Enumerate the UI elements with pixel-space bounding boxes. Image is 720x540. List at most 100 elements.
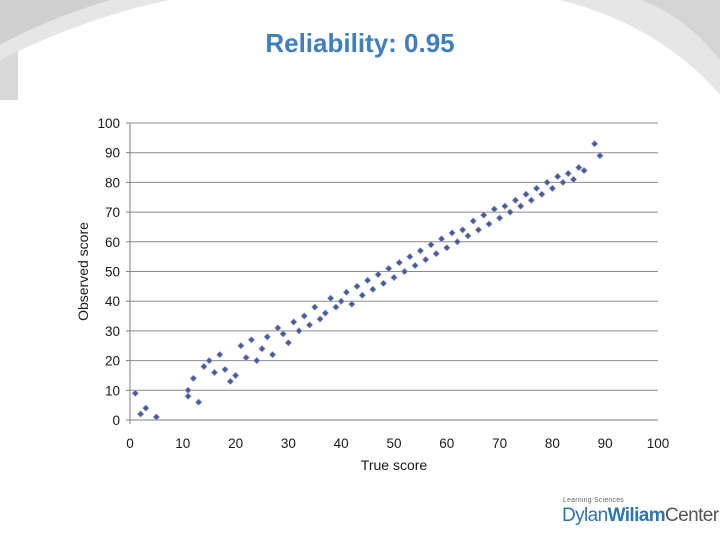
scatter-point — [501, 202, 509, 210]
scatter-point — [363, 276, 372, 285]
scatter-point — [200, 362, 208, 371]
y-tick-label: 50 — [105, 265, 120, 280]
scatter-point — [511, 196, 520, 204]
logo-word-center: Center — [665, 505, 719, 526]
scatter-point — [422, 255, 430, 264]
scatter-point — [231, 371, 240, 380]
scatter-point — [395, 258, 403, 267]
scatter-point — [295, 327, 303, 335]
scatter-point — [453, 238, 461, 246]
dylan-wiliam-center-logo: DylanWiliamCenter — [562, 505, 719, 527]
scatter-point — [152, 413, 161, 421]
scatter-point — [274, 324, 282, 332]
scatter-point — [596, 152, 604, 160]
x-tick-label: 60 — [439, 436, 454, 451]
scatter-point — [131, 389, 139, 397]
y-tick-label: 10 — [105, 383, 120, 398]
scatter-point — [258, 345, 266, 353]
page-title: Reliability: 0.95 — [265, 28, 455, 58]
logo-word-dylan: Dylan — [562, 505, 608, 526]
x-tick-label: 0 — [126, 436, 134, 451]
scatter-point — [538, 190, 546, 198]
scatter-point — [300, 312, 308, 320]
scatter-point — [559, 178, 567, 187]
scatter-point — [205, 356, 213, 365]
scatter-point — [490, 205, 498, 213]
scatter-point — [527, 196, 535, 204]
scatter-point — [385, 264, 393, 273]
scatter-point — [448, 229, 456, 237]
y-tick-label: 100 — [97, 116, 120, 131]
scatter-point — [506, 208, 514, 216]
x-axis-label: True score — [361, 457, 428, 473]
x-tick-label: 100 — [647, 436, 670, 451]
scatter-point — [184, 386, 192, 394]
scatter-point — [575, 163, 583, 172]
scatter-point — [374, 270, 382, 279]
scatter-point — [379, 279, 388, 288]
x-tick-label: 10 — [175, 436, 190, 451]
scatter-point — [242, 354, 250, 362]
scatter-point — [337, 297, 345, 305]
scatter-point — [390, 273, 398, 282]
scatter-point — [332, 303, 340, 311]
scatter-point — [216, 351, 224, 359]
scatter-point — [290, 318, 298, 326]
x-tick-label: 30 — [281, 436, 296, 451]
scatter-point — [189, 374, 197, 383]
scatter-point — [136, 410, 145, 418]
scatter-point — [569, 175, 578, 184]
y-tick-label: 80 — [105, 175, 120, 190]
scatter-point — [543, 178, 551, 187]
x-tick-labels: 0 10 20 30 40 50 60 70 80 90 100 — [126, 436, 669, 451]
scatter-point — [263, 333, 271, 341]
scatter-point — [485, 220, 493, 228]
scatter-point — [327, 294, 335, 302]
scatter-point — [406, 253, 414, 261]
scatter-point — [279, 330, 287, 338]
scatter-point — [522, 190, 530, 198]
scatter-point — [416, 247, 425, 255]
x-tick-label: 20 — [228, 436, 243, 451]
scatter-point — [210, 368, 219, 377]
scatter-point — [532, 184, 541, 192]
scatter-point — [464, 232, 472, 240]
scatter-point — [591, 140, 599, 148]
logo-word-wiliam: Wiliam — [607, 505, 666, 526]
scatter-point — [580, 166, 588, 175]
y-tick-label: 0 — [112, 413, 120, 428]
y-tick-label: 40 — [105, 294, 120, 309]
scatter-point — [305, 321, 314, 329]
y-tick-label: 20 — [105, 354, 120, 369]
x-tick-label: 50 — [386, 436, 401, 451]
scatter-point — [469, 217, 477, 225]
x-tick-label: 70 — [492, 436, 507, 451]
scatter-point — [311, 303, 319, 311]
scatter-point — [369, 285, 377, 293]
scatter-point — [237, 342, 245, 350]
scatter-point — [411, 261, 419, 270]
scatter-point — [342, 288, 351, 296]
chart-gridlines — [126, 122, 658, 424]
scatter-point — [517, 202, 525, 210]
scatter-point — [247, 336, 256, 344]
scatter-point — [184, 392, 192, 400]
scatter-point — [348, 300, 356, 308]
scatter-point — [443, 244, 451, 252]
y-tick-label: 60 — [105, 235, 120, 250]
scatter-point — [353, 282, 361, 290]
scatter-point — [221, 365, 229, 374]
scatter-point — [358, 291, 366, 299]
y-tick-label: 90 — [105, 146, 120, 161]
scatter-point — [564, 169, 572, 178]
scatter-point — [432, 250, 440, 258]
y-tick-label: 30 — [105, 324, 120, 339]
scatter-point — [195, 398, 203, 406]
scatter-point — [284, 339, 293, 347]
y-tick-labels: 0 10 20 30 40 50 60 70 80 90 100 — [97, 116, 120, 428]
x-tick-label: 80 — [545, 436, 560, 451]
scatter-point — [548, 184, 557, 192]
x-tick-label: 90 — [598, 436, 613, 451]
scatter-point — [474, 226, 483, 234]
